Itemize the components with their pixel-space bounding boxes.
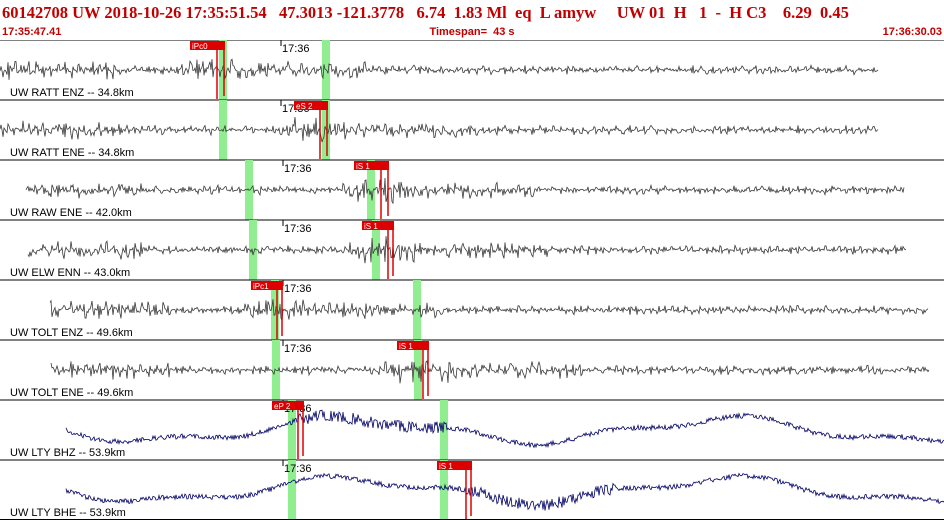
station-label: UW LTY BHE -- 53.9km [10, 507, 126, 519]
p-window-marker [271, 280, 279, 340]
seismogram-panels[interactable]: 17:36 iPc0 UW RATT ENZ -- 34.8km 17:36 eS 2 U… [0, 40, 944, 520]
s-window-marker [440, 460, 448, 520]
start-time: 17:35:47.41 [2, 26, 62, 38]
s-window-marker [367, 160, 375, 220]
time-tick-label: 17:36 [284, 283, 312, 295]
trace-panel[interactable]: 17:36 iS 1 UW TOLT ENE -- 49.6km [0, 339, 944, 400]
station-label: UW RATT ENE -- 34.8km [10, 147, 134, 159]
pick-label: iS 1 [356, 162, 370, 171]
time-tick-label: 17:36 [284, 163, 312, 175]
s-window-marker [440, 400, 448, 460]
traces-svg[interactable]: 17:36 iPc0 UW RATT ENZ -- 34.8km 17:36 eS 2 U… [0, 40, 944, 520]
trace-panel[interactable]: 17:36eS 2UW RATT ENE -- 34.8km [0, 99, 944, 160]
trace-panel[interactable]: 17:36eP 2UW LTY BHZ -- 53.9km [0, 399, 944, 460]
waveform-trace [0, 116, 879, 143]
trace-panel[interactable]: 17:36 iS 1 UW RAW ENE -- 42.0km [0, 159, 944, 220]
trace-panel[interactable]: 17:36 iPc1 UW TOLT ENZ -- 49.6km [0, 279, 944, 340]
time-tick-label: 17:36 [284, 223, 312, 235]
pick-flag[interactable] [251, 281, 283, 290]
end-time: 17:36:30.03 [882, 26, 942, 38]
p-window-marker [249, 220, 257, 280]
station-label: UW RATT ENZ -- 34.8km [10, 87, 134, 99]
pick-label: iPc0 [192, 42, 208, 51]
station-label: UW ELW ENN -- 43.0km [10, 267, 130, 279]
pick-flag[interactable] [437, 461, 472, 470]
event-summary: 60142708 UW 2018-10-26 17:35:51.54 47.30… [2, 3, 849, 22]
p-window-marker [288, 400, 296, 460]
waveform-trace [27, 236, 907, 264]
pick-label: eS 2 [296, 102, 313, 111]
pick-flag[interactable] [354, 161, 389, 170]
pick-label: iS 1 [439, 462, 453, 471]
waveform-trace [0, 58, 879, 80]
trace-panel[interactable]: 17:36 iS 1 UW LTY BHE -- 53.9km [0, 459, 944, 520]
p-window-marker [219, 40, 227, 100]
p-window-marker [219, 100, 227, 160]
station-label: UW LTY BHZ -- 53.9km [10, 447, 125, 459]
time-tick-label: 17:36 [282, 43, 310, 55]
pick-label: iS 1 [399, 342, 413, 351]
trace-panel[interactable]: 17:36 iS 1 UW ELW ENN -- 43.0km [0, 219, 944, 280]
time-tick-label: 17:36 [284, 463, 312, 475]
station-label: UW RAW ENE -- 42.0km [10, 207, 132, 219]
waveform-trace [50, 360, 930, 384]
pick-label: eP 2 [274, 402, 291, 411]
pick-flag[interactable] [362, 221, 394, 230]
timespan: Timespan= 43 s [429, 26, 515, 38]
waveform-trace [65, 409, 944, 449]
waveform-trace [65, 472, 944, 512]
station-label: UW TOLT ENE -- 49.6km [10, 387, 133, 399]
pick-flag[interactable] [190, 41, 225, 50]
header-bar: 60142708 UW 2018-10-26 17:35:51.54 47.30… [0, 0, 944, 40]
pick-label: iS 1 [364, 222, 378, 231]
s-window-marker [413, 280, 421, 340]
station-label: UW TOLT ENZ -- 49.6km [10, 327, 133, 339]
pick-flag[interactable] [397, 341, 429, 350]
pick-flag[interactable] [294, 101, 328, 110]
trace-panel[interactable]: 17:36 iPc0 UW RATT ENZ -- 34.8km [0, 40, 944, 100]
waveform-trace [25, 177, 905, 205]
p-window-marker [288, 460, 296, 520]
pick-label: iPc1 [253, 282, 269, 291]
waveform-trace [49, 299, 929, 322]
pick-flag[interactable] [272, 401, 304, 410]
time-tick-label: 17:36 [284, 343, 312, 355]
